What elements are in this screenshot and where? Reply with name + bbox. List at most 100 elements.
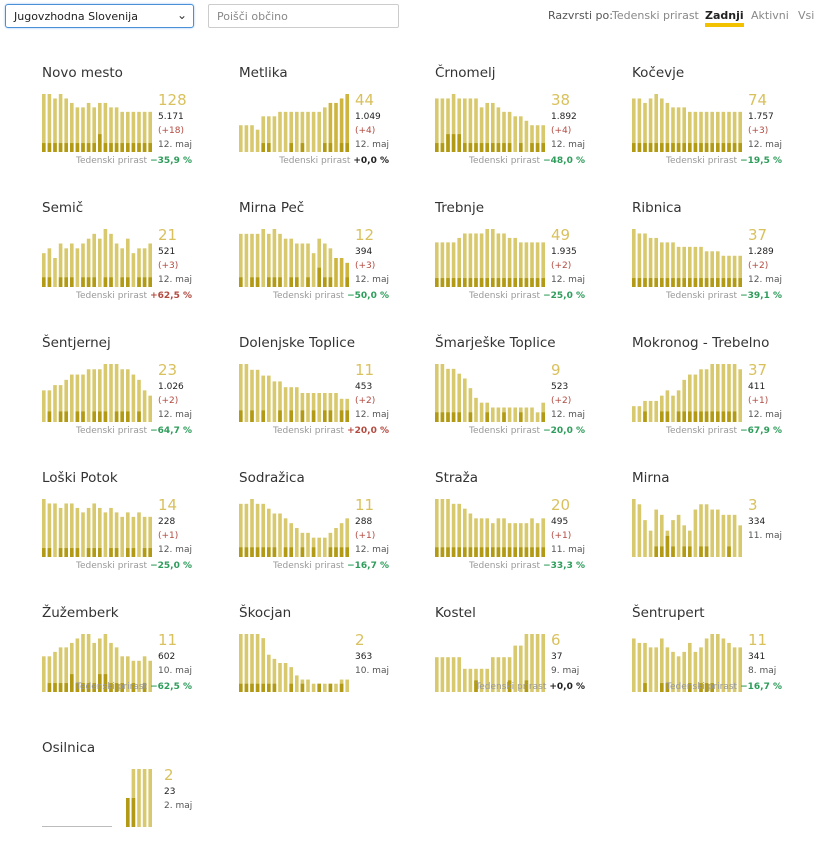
active-bar xyxy=(435,499,439,557)
municipality-card[interactable]: Šentjernej 23 1.026 (+2) 12. maj Tedenski pri… xyxy=(42,335,232,455)
active-bar xyxy=(244,634,249,692)
active-bar xyxy=(120,369,124,422)
new-cases-delta: (+2) xyxy=(551,396,572,406)
municipality-card[interactable]: Trebnje 49 1.935 (+2) 12. maj Tedenski priras… xyxy=(435,200,625,320)
new-cases-bar xyxy=(496,143,501,152)
new-cases-bar xyxy=(267,547,271,557)
new-cases-bar xyxy=(451,134,456,152)
municipality-card[interactable]: Šentrupert 11 341 8. maj Tedenski prirast −16… xyxy=(632,605,822,725)
new-cases-bar xyxy=(665,278,670,287)
municipality-card[interactable]: Straža 20 495 (+1) 11. maj Tedenski prirast −3… xyxy=(435,470,625,590)
new-cases-bar xyxy=(261,683,265,692)
active-bar xyxy=(463,508,467,557)
new-cases-bar xyxy=(267,683,271,692)
new-cases-bar xyxy=(58,411,63,422)
municipality-card[interactable]: Kostel 6 37 9. maj Tedenski prirast +0,0 % xyxy=(435,605,625,725)
new-cases-bar xyxy=(530,278,534,287)
active-bar xyxy=(345,679,349,692)
active-bar xyxy=(446,242,450,287)
active-bar xyxy=(648,98,653,152)
new-cases-delta: (+2) xyxy=(158,396,179,406)
active-bar xyxy=(637,406,642,422)
active-bar xyxy=(47,390,52,422)
active-bar xyxy=(142,769,147,827)
municipality-card[interactable]: Loški Potok 14 228 (+1) 12. maj Tedenski prir… xyxy=(42,470,232,590)
municipality-name: Črnomelj xyxy=(435,65,496,81)
new-cases-bar xyxy=(114,143,119,152)
active-bar xyxy=(524,407,529,422)
active-bar xyxy=(524,523,529,557)
municipality-card[interactable]: Mirna 3 334 11. maj xyxy=(632,470,822,590)
active-bar xyxy=(648,647,653,692)
municipality-card[interactable]: Žužemberk 11 602 10. maj Tedenski prirast −62… xyxy=(42,605,232,725)
new-cases-bar xyxy=(98,674,102,692)
new-cases-bar xyxy=(648,278,653,287)
municipality-card[interactable]: Mirna Peč 12 394 (+3) 12. maj Tedenski priras… xyxy=(239,200,429,320)
municipality-card[interactable]: Novo mesto 128 5.171 (+18) 12. maj Tedenski p… xyxy=(42,65,232,185)
latest-active-count: 38 xyxy=(551,91,571,109)
new-cases-bar xyxy=(53,143,57,152)
active-bar xyxy=(272,658,277,692)
municipality-card[interactable]: Semič 21 521 (+3) 12. maj Tedenski prirast +62… xyxy=(42,200,232,320)
municipality-card[interactable]: Črnomelj 38 1.892 (+4) 12. maj Tedenski prira… xyxy=(435,65,625,185)
active-cases-chart xyxy=(239,94,349,152)
active-bar xyxy=(126,656,130,692)
new-cases-bar xyxy=(541,547,545,557)
active-bar xyxy=(435,364,439,422)
active-bar xyxy=(42,656,46,692)
active-bar xyxy=(250,369,254,422)
weekly-growth: Tedenski prirast −20,0 % xyxy=(435,426,585,436)
municipality-card[interactable]: Osilnica 2 23 2. maj xyxy=(42,740,232,860)
weekly-growth-value: −50,0 % xyxy=(347,291,389,301)
active-bar xyxy=(283,387,288,422)
new-cases-bar xyxy=(70,674,74,692)
municipality-card[interactable]: Ribnica 37 1.289 (+2) 12. maj Tedenski priras… xyxy=(632,200,822,320)
municipality-card[interactable]: Dolenjske Toplice 11 453 (+2) 12. maj Tedensk… xyxy=(239,335,429,455)
active-bar xyxy=(278,513,282,557)
active-bar xyxy=(479,233,484,287)
municipality-card[interactable]: Škocjan 2 363 10. maj xyxy=(239,605,429,725)
new-cases-bar xyxy=(485,278,489,287)
active-bar xyxy=(654,509,658,557)
active-cases-chart xyxy=(632,634,742,692)
sort-option-all[interactable]: Vsi xyxy=(798,9,815,22)
latest-active-count: 11 xyxy=(355,496,375,514)
active-bar xyxy=(250,125,254,152)
new-cases-bar xyxy=(311,410,316,422)
active-bar xyxy=(328,102,333,152)
municipality-card[interactable]: Mokronog - Trebelno 37 411 (+1) 12. maj Teden… xyxy=(632,335,822,455)
weekly-growth-value: −19,5 % xyxy=(740,156,782,166)
active-bar xyxy=(530,407,534,422)
active-bar xyxy=(148,111,152,152)
new-cases-bar xyxy=(311,547,316,557)
active-bar xyxy=(491,657,495,692)
active-bar xyxy=(300,532,305,557)
active-bar xyxy=(727,364,731,422)
latest-active-count: 2 xyxy=(164,766,174,784)
municipality-card[interactable]: Metlika 44 1.049 (+4) 12. maj Tedenski priras… xyxy=(239,65,429,185)
active-bar xyxy=(446,657,450,692)
active-bar xyxy=(239,125,243,152)
active-bar xyxy=(323,393,327,422)
last-update-date: 12. maj xyxy=(158,410,192,420)
municipality-card[interactable]: Sodražica 11 288 (+1) 12. maj Tedenski priras… xyxy=(239,470,429,590)
active-bar xyxy=(485,229,489,287)
municipality-card[interactable]: Kočevje 74 1.757 (+3) 12. maj Tedenski priras… xyxy=(632,65,822,185)
new-cases-bar xyxy=(42,548,46,557)
active-bar xyxy=(463,668,467,692)
active-bar xyxy=(457,503,461,557)
sort-option-latest[interactable]: Zadnji xyxy=(705,9,744,27)
new-cases-bar xyxy=(272,277,277,287)
search-input[interactable] xyxy=(208,4,399,28)
municipality-card[interactable]: Šmarješke Toplice 9 523 (+2) 12. maj Tedenski… xyxy=(435,335,625,455)
new-cases-bar xyxy=(648,143,653,152)
sort-option-active[interactable]: Aktivni xyxy=(751,9,789,22)
total-cases: 341 xyxy=(748,652,766,662)
total-cases: 1.892 xyxy=(551,112,577,122)
new-cases-bar xyxy=(86,548,91,557)
new-cases-bar xyxy=(524,680,529,692)
new-cases-bar xyxy=(109,683,113,692)
active-bar xyxy=(699,647,703,692)
sort-option-weekly-growth[interactable]: Tedenski prirast xyxy=(612,9,699,22)
region-select[interactable]: Jugovzhodna Slovenija ⌄ xyxy=(5,4,194,28)
